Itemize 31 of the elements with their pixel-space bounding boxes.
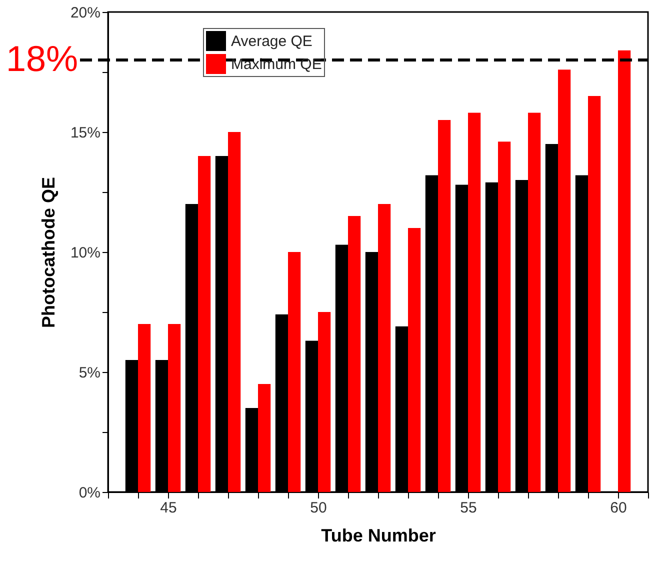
bar: [588, 96, 601, 492]
legend-label: Maximum QE: [231, 56, 322, 73]
bar: [438, 120, 451, 492]
x-tick-label: 60: [610, 500, 627, 516]
bar: [498, 142, 511, 492]
y-tick-label: 20%: [70, 4, 100, 22]
ref-line-label: 18%: [6, 38, 78, 79]
bar: [528, 112, 541, 492]
bar: [198, 156, 211, 492]
bar: [558, 70, 571, 492]
x-tick-label: 50: [310, 500, 327, 516]
legend-label: Average QE: [231, 33, 312, 50]
bar: [378, 204, 391, 492]
y-tick-label: 0%: [78, 484, 100, 502]
y-tick-label: 10%: [70, 244, 100, 262]
bar: [258, 384, 271, 492]
x-axis-title: Tube Number: [321, 526, 436, 546]
bar: [348, 216, 361, 492]
bar: [618, 50, 631, 492]
y-axis-title: Photocathode QE: [38, 176, 58, 328]
bar: [318, 312, 331, 492]
bar: [468, 112, 481, 492]
y-tick-label: 15%: [70, 124, 100, 142]
y-tick-label: 5%: [78, 364, 100, 382]
x-tick-label: 45: [160, 500, 177, 516]
x-tick-label: 55: [460, 500, 477, 516]
bar: [408, 228, 421, 492]
bar: [168, 324, 181, 492]
bar: [138, 324, 151, 492]
bar: [228, 132, 241, 492]
bar: [288, 252, 301, 492]
